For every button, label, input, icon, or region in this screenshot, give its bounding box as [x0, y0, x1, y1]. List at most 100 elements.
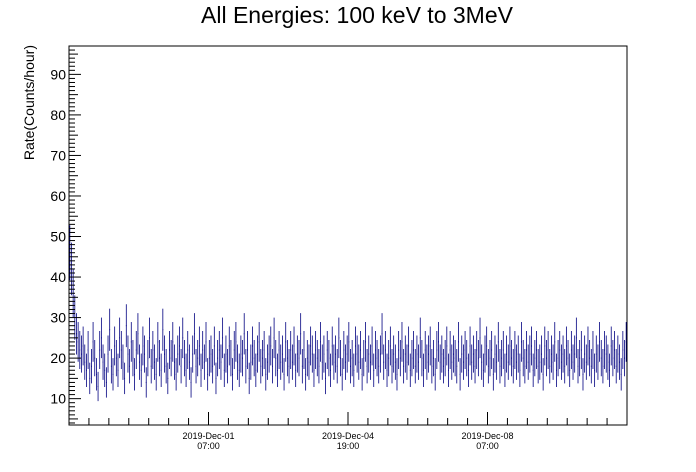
data-point [335, 335, 336, 373]
data-point [275, 339, 277, 377]
data-point [330, 353, 331, 387]
data-point [311, 335, 313, 373]
data-point [99, 330, 101, 370]
y-tick-label: 20 [50, 350, 66, 366]
data-point [521, 322, 522, 362]
data-point [198, 326, 200, 366]
data-point [597, 344, 599, 380]
data-point [217, 339, 219, 377]
data-point [584, 335, 586, 373]
data-point [622, 330, 624, 370]
data-point [614, 330, 615, 370]
data-point [599, 322, 600, 362]
data-point [463, 344, 464, 380]
data-point [167, 362, 169, 395]
data-point [552, 344, 554, 380]
data-point [363, 339, 365, 377]
data-point [328, 339, 330, 377]
data-point [190, 367, 192, 398]
data-point [507, 344, 509, 380]
data-point [551, 335, 552, 373]
data-point [544, 326, 546, 366]
data-point [282, 335, 283, 373]
data-point [325, 362, 326, 395]
data-point [428, 335, 429, 373]
data-point [238, 353, 240, 387]
data-point [172, 322, 174, 362]
data-point [444, 339, 446, 377]
data-point [536, 330, 537, 370]
data-point [509, 326, 511, 366]
data-point [272, 349, 273, 384]
data-point [439, 344, 441, 380]
data-point [149, 317, 150, 359]
data-point [542, 358, 544, 391]
y-tick-label: 80 [50, 107, 66, 123]
data-point [341, 358, 343, 391]
data-point [358, 344, 360, 380]
data-point [414, 349, 416, 384]
data-point [134, 358, 135, 391]
data-point [235, 322, 237, 362]
data-point [175, 358, 177, 391]
data-point [81, 335, 82, 373]
data-point [345, 344, 346, 380]
data-point [471, 344, 473, 380]
data-point [76, 313, 77, 355]
data-point [512, 349, 514, 384]
data-point [389, 326, 391, 366]
data-point [316, 339, 318, 377]
data-point [109, 308, 111, 351]
data-point [396, 358, 398, 391]
data-point [529, 335, 531, 373]
x-tick-label-date: 2019-Dec-04 [322, 431, 374, 441]
data-point [476, 330, 478, 370]
data-point [617, 335, 619, 373]
data-point [541, 335, 542, 373]
data-point [472, 335, 474, 373]
data-point [193, 313, 195, 355]
data-point [561, 344, 562, 380]
data-point [554, 322, 556, 362]
data-point [169, 330, 170, 370]
data-point [501, 339, 503, 377]
data-point [228, 326, 230, 366]
data-point [434, 358, 436, 391]
data-point [268, 335, 270, 373]
data-point [303, 330, 305, 370]
data-point [408, 326, 410, 366]
y-axis-label: Rate(Counts/hour) [21, 45, 37, 160]
data-point [612, 339, 614, 377]
data-point [321, 344, 323, 380]
data-point [594, 353, 596, 387]
data-point [556, 353, 557, 387]
data-point [135, 330, 137, 370]
data-point [180, 349, 182, 384]
data-point [278, 330, 280, 370]
data-point [398, 330, 400, 370]
data-point [187, 330, 189, 370]
data-markers [69, 225, 627, 402]
data-point [280, 344, 282, 380]
data-point [119, 317, 121, 359]
data-point [333, 344, 335, 380]
data-point [295, 353, 297, 387]
data-point [77, 322, 79, 362]
data-point [589, 339, 591, 377]
data-point [516, 344, 517, 380]
data-point [479, 317, 481, 359]
data-point [615, 349, 617, 384]
data-point [499, 349, 501, 384]
data-point [215, 362, 217, 395]
data-point [511, 339, 512, 377]
data-point [454, 339, 456, 377]
data-point [393, 335, 395, 373]
data-point [453, 335, 454, 373]
data-point [419, 317, 421, 359]
data-point [130, 322, 132, 362]
data-point [195, 349, 197, 384]
data-point [301, 349, 303, 384]
data-point [189, 344, 190, 380]
data-point [270, 326, 272, 366]
data-point [373, 353, 375, 387]
